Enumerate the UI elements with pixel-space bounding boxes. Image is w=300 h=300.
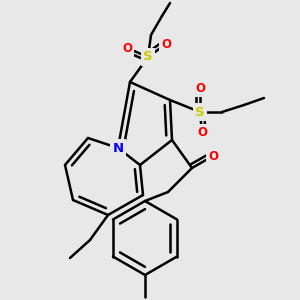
Text: O: O bbox=[195, 82, 205, 94]
Text: O: O bbox=[197, 127, 207, 140]
Text: O: O bbox=[208, 149, 218, 163]
Text: N: N bbox=[112, 142, 124, 154]
Text: S: S bbox=[195, 106, 205, 118]
Text: S: S bbox=[143, 50, 153, 64]
Text: O: O bbox=[122, 41, 132, 55]
Text: O: O bbox=[161, 38, 171, 50]
